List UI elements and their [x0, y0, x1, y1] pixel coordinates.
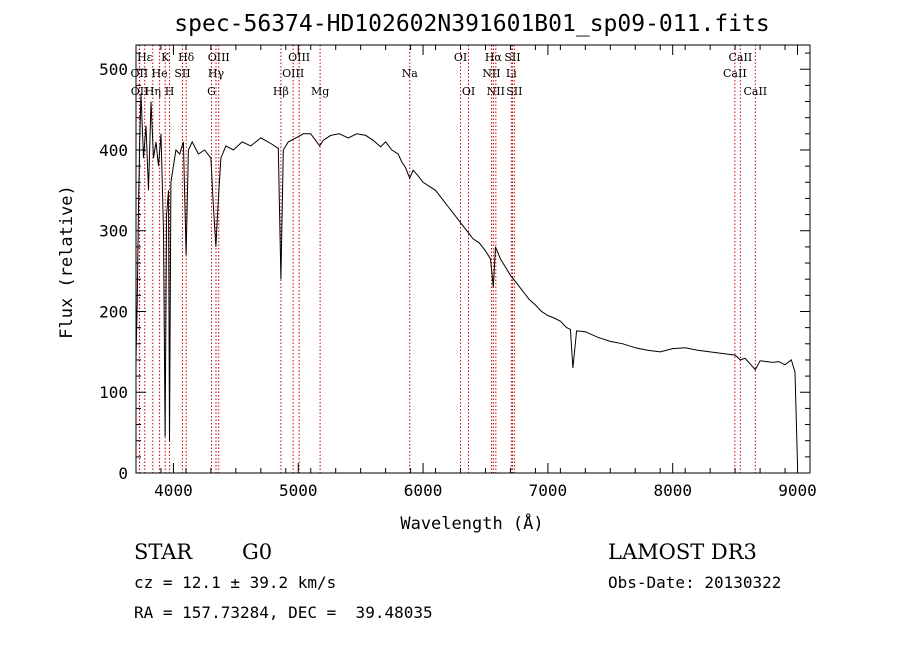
line-marker-label: OII	[131, 67, 149, 80]
line-marker-label: G	[207, 85, 216, 98]
line-marker-label: CaII	[729, 51, 753, 64]
object-class: STAR	[134, 540, 193, 564]
line-marker-label: OIII	[282, 67, 304, 80]
y-axis-label: Flux (relative)	[57, 185, 77, 339]
line-marker-label: CaII	[723, 67, 747, 80]
y-tick-label: 200	[99, 302, 128, 321]
line-marker-label: He	[152, 67, 168, 80]
y-tick-label: 400	[99, 141, 128, 160]
chart-title: spec-56374-HD102602N391601B01_sp09-011.f…	[174, 11, 769, 37]
line-marker-label: Hε	[137, 51, 153, 64]
line-marker-label: Hδ	[178, 51, 195, 64]
y-tick-label: 300	[99, 222, 128, 241]
line-marker-label: Hα	[485, 51, 503, 64]
y-axis-ticks: 0 100 200 300 400 500	[99, 52, 810, 483]
plot-frame	[135, 44, 811, 474]
line-marker-label: CaII	[743, 85, 767, 98]
line-marker-label: OIII	[288, 51, 310, 64]
line-marker-label: NII	[487, 85, 505, 98]
coordinates-readout: RA = 157.73284, DEC = 39.48035	[134, 603, 433, 622]
object-subclass: G0	[242, 540, 273, 564]
spectral-line-markers	[138, 45, 756, 473]
x-tick-label: 5000	[279, 481, 318, 500]
line-marker-label: Hγ	[208, 67, 225, 80]
line-marker-label: K	[161, 51, 170, 64]
line-marker-label: H	[165, 85, 175, 98]
x-tick-label: 6000	[404, 481, 443, 500]
line-marker-label: SII	[506, 85, 522, 98]
line-marker-label: OI	[454, 51, 467, 64]
survey-name: LAMOST DR3	[608, 540, 757, 564]
line-marker-label: OI	[462, 85, 475, 98]
spectrum-chart: spec-56374-HD102602N391601B01_sp09-011.f…	[57, 11, 817, 534]
observation-date: Obs-Date: 20130322	[608, 573, 782, 592]
line-marker-label: SII	[174, 67, 190, 80]
line-marker-label: Hβ	[273, 85, 289, 98]
x-tick-label: 4000	[154, 481, 193, 500]
x-tick-label: 7000	[529, 481, 568, 500]
x-axis-label: Wavelength (Å)	[400, 512, 543, 534]
x-axis-ticks: 4000 5000 6000 7000 8000 9000	[135, 45, 817, 500]
line-marker-label: Na	[402, 67, 419, 80]
y-tick-label: 100	[99, 383, 128, 402]
y-tick-label: 0	[118, 464, 128, 483]
y-tick-label: 500	[99, 60, 128, 79]
line-marker-label: NII	[482, 67, 500, 80]
line-marker-label: SII	[504, 51, 520, 64]
line-marker-label: Mg	[311, 85, 329, 98]
x-tick-label: 8000	[653, 481, 692, 500]
line-marker-label: OIII	[208, 51, 230, 64]
line-marker-label: Hη	[145, 85, 161, 98]
redshift-readout: cz = 12.1 ± 39.2 km/s	[134, 573, 337, 592]
line-marker-label: OII	[131, 85, 149, 98]
line-marker-label: Li	[506, 67, 517, 80]
flux-series-line	[135, 93, 798, 465]
x-tick-label: 9000	[778, 481, 817, 500]
